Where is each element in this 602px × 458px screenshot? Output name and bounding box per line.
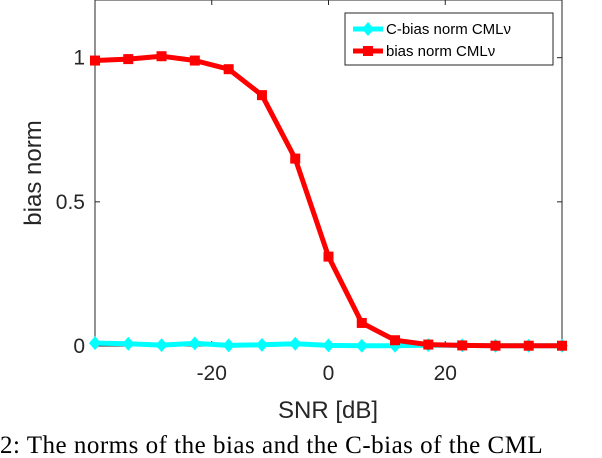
x-tick-label: 20 [434, 362, 457, 385]
chart: -20 0 20 0 0.5 1 SNR [dB] bias norm C-bias no… [20, 0, 568, 424]
data-point [89, 336, 101, 351]
data-point [457, 340, 468, 351]
data-point [223, 64, 234, 75]
legend-label-bias: bias norm CMLν [386, 43, 495, 60]
data-point [490, 340, 501, 351]
data-point [90, 55, 100, 66]
y-tick-label: 0 [73, 335, 85, 358]
data-point [423, 339, 434, 350]
legend-marker-cbias [362, 22, 374, 36]
data-point [156, 51, 167, 62]
legend: C-bias norm CMLν bias norm CMLν [344, 12, 554, 66]
legend-box [344, 12, 554, 66]
data-point [390, 335, 401, 346]
x-tick-label: -20 [197, 362, 227, 385]
data-point [256, 90, 267, 101]
data-point [290, 153, 301, 164]
data-point [323, 251, 334, 262]
data-point [356, 317, 367, 328]
data-point [189, 55, 200, 66]
figure-caption: 2: The norms of the bias and the C-bias … [0, 432, 544, 458]
tick-labels: -20 0 20 0 0.5 1 [56, 47, 457, 385]
data-point [523, 340, 534, 351]
y-tick-label: 1 [73, 47, 85, 70]
data-point [122, 336, 135, 351]
x-axis-title: SNR [dB] [278, 397, 378, 424]
data-point [155, 338, 168, 353]
data-point [322, 338, 335, 353]
y-tick-label: 0.5 [56, 191, 85, 214]
series-1 [90, 51, 567, 351]
y-axis-title: bias norm [20, 120, 47, 225]
data-point [557, 340, 567, 351]
legend-label-cbias: C-bias norm CMLν [386, 21, 511, 38]
legend-marker-bias [363, 46, 373, 56]
x-tick-label: 0 [323, 362, 335, 385]
series-layer [89, 51, 568, 353]
data-point [289, 336, 302, 351]
data-point [255, 337, 268, 352]
data-point [188, 336, 201, 351]
data-point [355, 338, 368, 353]
data-point [123, 54, 134, 65]
data-point [222, 338, 235, 353]
